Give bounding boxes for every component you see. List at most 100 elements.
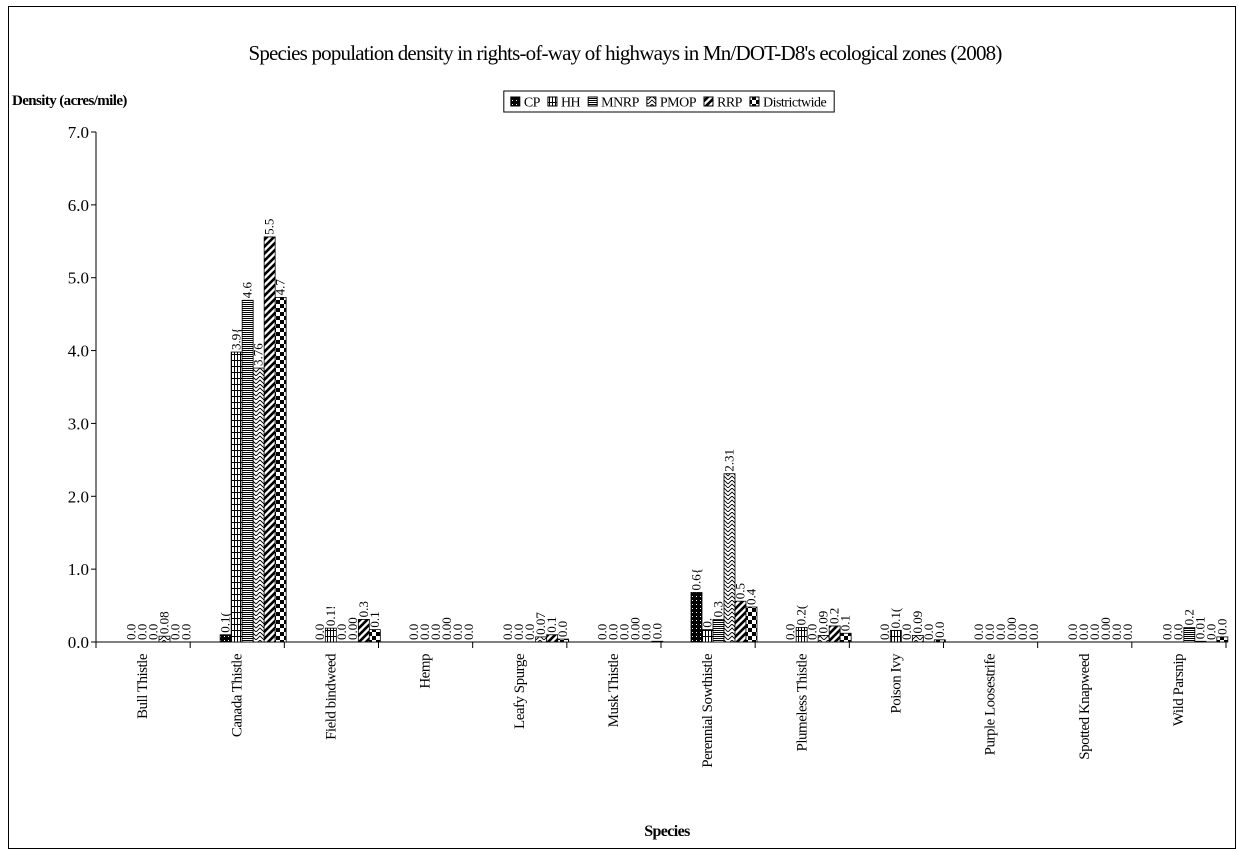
x-tick-label: Field bindweed — [323, 653, 339, 740]
x-tick-label: Wild Parsnip — [1171, 654, 1187, 726]
bar-rrp — [263, 236, 276, 643]
bar-pmop — [158, 635, 171, 643]
bar-districtwide — [651, 640, 664, 643]
x-tick-label: Poison Ivy — [888, 653, 904, 714]
data-label: 0.0 — [417, 624, 432, 640]
bar-hh — [889, 629, 902, 643]
data-label: 0.00 — [1004, 617, 1019, 640]
x-tick-label: Leafy Spurge — [512, 653, 528, 729]
data-label: 0.1( — [218, 612, 233, 633]
x-tick-label: Musk Thistle — [606, 653, 622, 727]
x-tick-label: Spotted Knapweed — [1077, 653, 1093, 760]
data-label: 0.0 — [594, 624, 609, 640]
legend-swatch — [587, 96, 598, 107]
y-tick-label: 2.0 — [68, 487, 89, 506]
legend-swatch — [510, 96, 521, 107]
data-label: 0.0 — [605, 624, 620, 640]
bar-districtwide — [557, 638, 570, 643]
x-tick-label: Hemp — [418, 654, 434, 689]
data-label: 0.0 — [450, 624, 465, 640]
bar-districtwide — [274, 296, 287, 643]
bar-pmop — [535, 636, 548, 643]
legend-entry-label: RRP — [717, 96, 743, 111]
x-axis: Bull Thistle Canada Thistle Field bindweed… — [95, 641, 1227, 768]
data-label: 0.0 — [616, 624, 631, 640]
bar-rrp — [546, 634, 559, 643]
bar-hh — [795, 627, 808, 643]
x-tick-label: Purple Loosestrife — [983, 653, 999, 755]
data-label: 0.0 — [511, 624, 526, 640]
x-tick-label: Plumeless Thistle — [794, 653, 810, 751]
data-label: 0.09 — [816, 611, 831, 634]
bar-districtwide — [839, 632, 852, 643]
legend-swatch — [703, 96, 714, 107]
data-label: 0.0 — [805, 624, 820, 640]
data-label: 0.0 — [783, 624, 798, 640]
y-tick-label: 0.0 — [68, 633, 89, 652]
legend-box — [503, 90, 835, 113]
data-label: 0.0 — [124, 624, 139, 640]
y-axis: 0.0 1.0 2.0 3.0 4.0 5.0 6.0 7.0 — [68, 123, 97, 652]
data-label: 0.0 — [1026, 624, 1041, 640]
x-tick-label: Bull Thistle — [135, 653, 151, 719]
data-label: 0.1 — [367, 611, 382, 627]
y-tick-label: 1.0 — [68, 560, 89, 579]
data-label: 0.0 — [638, 624, 653, 640]
data-label: 4.7 — [273, 279, 288, 296]
data-label: 0.0 — [971, 624, 986, 640]
data-label: 0.0 — [899, 624, 914, 640]
data-label: 2.31 — [722, 449, 737, 472]
data-label: 0.2 — [827, 608, 842, 624]
data-label: 0.0 — [1076, 624, 1091, 640]
data-label: 0.0 — [982, 624, 997, 640]
y-tick-label: 3.0 — [68, 414, 89, 433]
bars — [158, 236, 1229, 643]
data-label: 0.5 — [733, 583, 748, 599]
data-label: 0.0 — [932, 622, 947, 638]
data-label: 5.5 — [262, 219, 277, 235]
data-label: 0.0 — [406, 624, 421, 640]
data-label: 0.0 — [334, 624, 349, 640]
data-label: 0.3 — [711, 601, 726, 617]
bar-pmop — [252, 367, 265, 643]
bar-pmop — [723, 473, 736, 643]
data-label: 0.0 — [1109, 624, 1124, 640]
legend: CP HH MNRP PMOP RRP Districtwide — [503, 90, 835, 113]
bar-pmop — [1194, 640, 1207, 643]
data-label: 0.0 — [1120, 624, 1135, 640]
data-label: 0.0 — [522, 624, 537, 640]
y-tick-label: 5.0 — [68, 269, 89, 288]
legend-swatch — [646, 96, 657, 107]
data-label: 3.76 — [251, 343, 266, 366]
bar-hh — [324, 627, 337, 643]
bar-rrp — [734, 600, 747, 643]
data-label: 0.0 — [1065, 624, 1080, 640]
legend-swatch — [749, 96, 760, 107]
legend-swatch — [547, 96, 558, 107]
bar-pmop — [817, 635, 830, 643]
data-label: 0.00 — [1098, 617, 1113, 640]
data-label: 0.1! — [323, 606, 338, 627]
data-label: 0.0 — [649, 623, 664, 639]
data-label: 0.0 — [168, 624, 183, 640]
data-label: 0.08 — [157, 611, 172, 634]
bar-mnrp — [1183, 627, 1196, 643]
data-label: 0.0 — [555, 621, 570, 637]
chart-frame — [8, 6, 1236, 849]
data-label: 0.1 — [838, 615, 853, 631]
bar-pmop — [911, 635, 924, 643]
data-labels: 0.0 0.1(0.0 0.0 0.0 0.00.6{0.0 0.0 0.0 0.0 0.00.… — [124, 219, 1230, 640]
data-label: 0.2( — [794, 605, 809, 626]
data-label: 0.0 — [1159, 624, 1174, 640]
data-label: 0.0 — [146, 624, 161, 640]
data-label: 0.07 — [533, 612, 548, 635]
bar-hh — [701, 629, 714, 643]
x-axis-title: Species — [644, 823, 690, 840]
y-tick-label: 4.0 — [68, 342, 89, 361]
legend-entry-label: Districtwide — [763, 96, 826, 111]
data-label: 0. — [700, 618, 715, 628]
data-label: 0.0 — [461, 624, 476, 640]
y-tick-label: 6.0 — [68, 196, 89, 215]
y-tick-label: 7.0 — [68, 123, 89, 142]
